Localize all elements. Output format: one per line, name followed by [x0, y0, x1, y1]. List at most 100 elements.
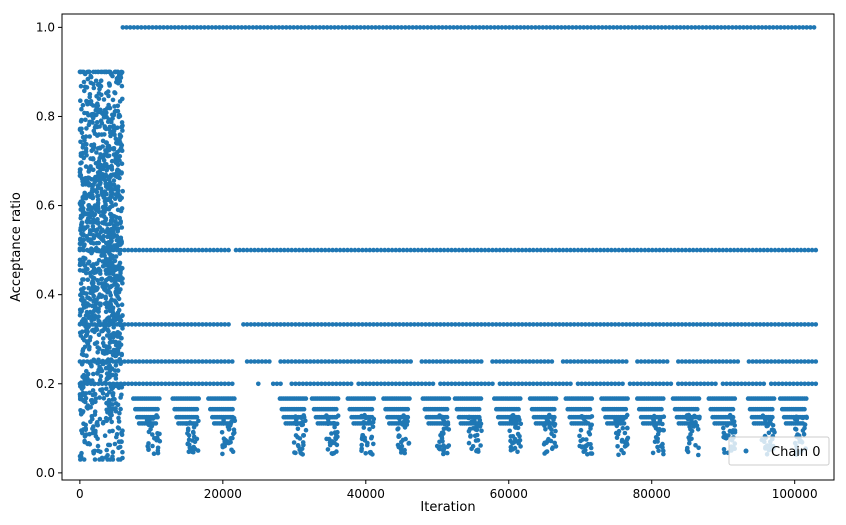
data-point — [412, 247, 417, 253]
data-point — [110, 97, 116, 103]
data-point — [218, 359, 224, 364]
data-point — [111, 178, 117, 183]
data-point — [96, 257, 102, 263]
data-point — [348, 381, 354, 387]
data-point — [87, 390, 92, 396]
data-point — [118, 381, 124, 387]
data-point — [81, 381, 86, 387]
data-point — [95, 221, 101, 226]
data-point — [110, 213, 116, 219]
data-point — [113, 376, 119, 381]
data-point — [475, 247, 480, 253]
data-point — [117, 216, 122, 221]
data-point — [412, 381, 417, 387]
data-point — [791, 381, 796, 387]
data-point — [337, 359, 343, 364]
data-point — [612, 381, 618, 387]
data-point — [229, 447, 234, 453]
data-point — [516, 359, 521, 364]
data-point — [579, 445, 585, 450]
data-point — [135, 25, 140, 30]
data-point — [119, 385, 125, 390]
data-point — [683, 359, 688, 364]
data-point — [153, 25, 159, 30]
data-point — [765, 359, 770, 364]
data-point — [783, 247, 789, 253]
data-point — [129, 247, 135, 253]
data-point — [534, 247, 540, 253]
data-point — [117, 132, 123, 137]
data-point — [601, 247, 607, 253]
data-point — [517, 417, 522, 423]
data-point — [732, 423, 737, 428]
data-point — [105, 144, 110, 150]
data-point — [119, 195, 124, 201]
data-point — [151, 247, 157, 253]
data-point — [518, 25, 523, 30]
data-point — [516, 247, 521, 253]
data-point — [348, 322, 354, 327]
data-point — [111, 347, 117, 353]
data-point — [588, 426, 593, 431]
data-point — [140, 247, 146, 253]
data-point — [125, 359, 131, 364]
data-point — [737, 25, 743, 30]
data-point — [804, 396, 809, 401]
data-point — [687, 381, 692, 387]
data-point — [802, 322, 807, 327]
data-points — [77, 25, 819, 462]
data-point — [99, 293, 105, 299]
data-point — [800, 428, 806, 433]
data-point — [78, 281, 84, 286]
data-point — [115, 108, 121, 114]
data-point — [81, 142, 86, 148]
data-point — [686, 412, 692, 418]
data-point — [794, 414, 799, 420]
data-point — [239, 25, 244, 30]
data-point — [568, 359, 573, 364]
data-point — [391, 25, 397, 30]
data-point — [557, 247, 562, 253]
data-point — [705, 359, 711, 364]
data-point — [120, 280, 125, 286]
data-point — [423, 247, 428, 253]
data-point — [296, 443, 301, 449]
data-point — [86, 169, 91, 174]
data-point — [113, 160, 119, 165]
data-point — [603, 25, 609, 30]
data-point — [579, 381, 584, 387]
data-point — [107, 124, 113, 130]
data-point — [575, 247, 581, 253]
data-point — [611, 25, 616, 30]
data-point — [464, 247, 469, 253]
data-point — [687, 422, 692, 428]
data-point — [516, 322, 521, 327]
data-point — [81, 277, 86, 282]
data-point — [191, 434, 197, 440]
data-point — [690, 359, 696, 364]
data-point — [545, 322, 551, 327]
data-point — [765, 247, 770, 253]
data-point — [326, 381, 332, 387]
data-point — [622, 430, 628, 436]
data-point — [531, 322, 536, 327]
data-point — [756, 25, 761, 30]
data-point — [287, 25, 293, 30]
data-point — [117, 410, 122, 416]
data-point — [616, 452, 621, 458]
data-point — [750, 247, 755, 253]
data-point — [170, 359, 176, 364]
data-point — [99, 359, 105, 364]
data-point — [80, 199, 85, 205]
data-point — [564, 247, 570, 253]
data-point — [687, 247, 692, 253]
data-point — [797, 25, 802, 30]
data-point — [97, 155, 102, 161]
data-point — [652, 25, 657, 30]
data-point — [102, 433, 108, 439]
data-point — [81, 227, 86, 233]
data-point — [88, 74, 94, 80]
data-point — [449, 247, 454, 253]
data-point — [330, 359, 335, 364]
data-point — [490, 359, 495, 364]
